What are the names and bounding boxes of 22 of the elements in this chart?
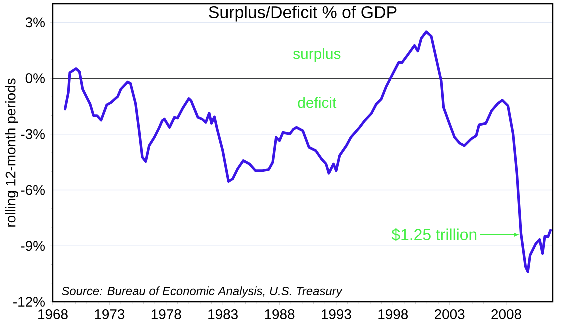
x-tick-label: 1978 (152, 310, 182, 320)
annotation: deficit (298, 97, 337, 108)
annotation: Source: Bureau of Economic Analysis, U.S. Treasury (62, 286, 343, 298)
chart-title: Surplus/Deficit % of GDP (209, 6, 397, 22)
x-tick-label: 1998 (378, 310, 408, 320)
x-tick-label: 1968 (38, 310, 68, 320)
y-axis-title: rolling 12-month periods (5, 78, 18, 227)
y-tick-label: 3% (26, 18, 45, 28)
x-tick-label: 2003 (435, 310, 465, 320)
y-tick-label: -3% (21, 129, 45, 140)
x-tick-label: 2008 (492, 310, 522, 320)
annotation: $1.25 trillion (392, 228, 477, 242)
x-tick-label: 1988 (265, 310, 295, 320)
x-tick-label: 1993 (322, 310, 352, 320)
x-tick-label: 1973 (95, 310, 125, 320)
line-series (64, 30, 552, 274)
x-tick-label: 1983 (208, 310, 238, 320)
y-tick-label: 0% (26, 74, 45, 84)
annotation: surplus (294, 48, 341, 62)
y-tick-label: -12% (14, 297, 45, 307)
y-tick-label: -9% (21, 241, 45, 252)
y-tick-label: -6% (21, 185, 45, 196)
